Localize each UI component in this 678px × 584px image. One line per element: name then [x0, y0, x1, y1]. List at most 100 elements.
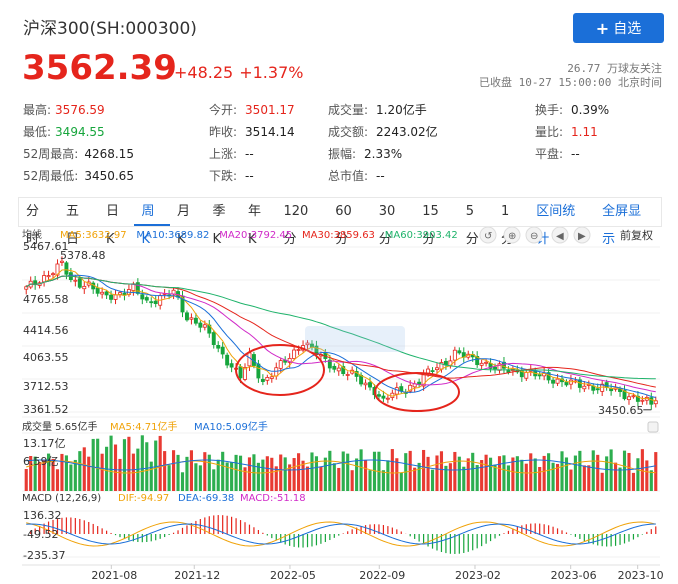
macd-bar	[539, 523, 541, 534]
volume-bar	[605, 456, 609, 491]
volume-bar	[502, 455, 506, 491]
macd-bar	[315, 534, 318, 546]
candle-body	[185, 312, 189, 321]
quote-item: 平盘: --	[535, 145, 580, 162]
volume-bar	[145, 442, 149, 491]
macd-bar	[123, 534, 126, 539]
quote-item: 昨收: 3514.14	[209, 123, 295, 140]
volume-bar	[180, 472, 185, 491]
tab-4[interactable]: 月K	[176, 204, 190, 247]
quote-item: 今开: 3501.17	[209, 101, 295, 118]
candle-body	[140, 294, 145, 300]
macd-bar	[114, 534, 117, 536]
x-tick-label: 2023-10	[618, 569, 664, 582]
volume-bar	[261, 459, 265, 491]
move-left-icon[interactable]	[551, 226, 569, 244]
macd-bar	[88, 521, 90, 534]
price-tick: 4414.56	[23, 324, 69, 337]
quote-item: 总市值: --	[328, 167, 385, 184]
volume-bar	[489, 457, 493, 491]
tab-1[interactable]: 五日	[65, 204, 79, 247]
annotation-circle-1	[235, 344, 325, 396]
macd-bar	[231, 516, 233, 534]
volume-bar	[118, 458, 122, 491]
macd-bar	[373, 524, 376, 534]
move-right-icon-glyph: ▶	[578, 231, 586, 242]
volume-bar	[341, 451, 345, 491]
macd-bar	[623, 534, 626, 544]
add-watchlist-button[interactable]: + 自选	[573, 13, 664, 43]
quote-value: 0.39%	[571, 103, 610, 117]
volume-bar	[654, 452, 658, 491]
candle-body	[305, 342, 310, 346]
quote-label: 最高:	[23, 103, 52, 117]
tab-12[interactable]: 1分	[500, 204, 514, 247]
candle-body	[345, 374, 350, 376]
candle-body	[327, 359, 332, 369]
macd-dif: DIF:-94.97	[118, 493, 169, 504]
tab-6[interactable]: 年K	[247, 204, 261, 247]
quote-item: 最低: 3494.55	[23, 123, 105, 140]
candle-body	[77, 278, 82, 288]
quote-label: 换手:	[535, 103, 564, 117]
x-tick-label: 2023-02	[455, 569, 501, 582]
volume-bar	[283, 457, 287, 491]
macd-bar	[498, 534, 501, 536]
candle-body	[385, 397, 390, 400]
x-tick-label: 2023-06	[551, 569, 597, 582]
zoom-out-icon-glyph: ⊖	[530, 231, 538, 242]
macd-bar	[431, 534, 434, 549]
macd-bar	[561, 530, 563, 534]
candle-body	[216, 345, 221, 349]
zoom-in-icon[interactable]	[503, 226, 521, 244]
move-right-icon[interactable]	[573, 226, 591, 244]
macd-bar	[338, 534, 340, 536]
candle-body	[109, 294, 114, 300]
tab-10[interactable]: 15分	[422, 204, 439, 247]
kline-svg: 均线 MA5:3632.97 MA10:3689.82 MA20:3792.45 MA3…	[22, 226, 664, 582]
quote-label: 平盘:	[535, 147, 564, 161]
macd-bar	[574, 534, 577, 537]
volume-bar	[533, 458, 537, 491]
volume-bar	[42, 460, 46, 491]
range-stats-button[interactable]: 区间统计	[536, 204, 576, 247]
volume-bar	[355, 458, 359, 491]
volume-bar	[555, 463, 560, 491]
undo-icon[interactable]	[479, 226, 497, 244]
volume-bar	[154, 440, 158, 491]
macd-bar	[34, 528, 36, 534]
tab-2[interactable]: 日K	[105, 204, 119, 247]
volume-bar	[453, 451, 457, 491]
volume-bar	[636, 458, 640, 491]
candle-body	[376, 394, 381, 397]
tab-3[interactable]: 周K	[134, 198, 170, 247]
macd-bar	[391, 527, 393, 534]
macd-bar	[306, 534, 309, 548]
quote-item: 振幅: 2.33%	[328, 145, 402, 162]
volume-label: 成交量 5.65亿手	[22, 420, 97, 433]
tab-7[interactable]: 120分	[283, 204, 309, 247]
macd-bar	[458, 534, 460, 554]
quote-label: 量比:	[535, 125, 564, 139]
tab-5[interactable]: 季K	[212, 204, 226, 247]
add-watchlist-label: 自选	[613, 21, 642, 37]
tab-8[interactable]: 60分	[335, 204, 352, 247]
volume-settings-icon[interactable]	[647, 421, 659, 433]
tab-11[interactable]: 5分	[465, 204, 479, 247]
zoom-out-icon[interactable]	[525, 226, 543, 244]
tab-9[interactable]: 30分	[378, 204, 396, 247]
tab-0[interactable]: 分时	[26, 204, 40, 247]
volume-tick: 13.17亿	[23, 437, 66, 450]
candle-body	[430, 370, 435, 372]
volume-bar	[511, 457, 515, 491]
candle-body	[435, 367, 439, 371]
macd-bar	[311, 534, 313, 547]
x-tick-label: 2021-12	[174, 569, 220, 582]
candle-body	[64, 262, 69, 275]
macd-bar	[382, 525, 385, 534]
candle-body	[394, 387, 399, 395]
last-price: 3562.39	[22, 48, 177, 88]
fullscreen-button[interactable]: 全屏显示	[602, 204, 642, 247]
volume-bar	[645, 460, 649, 491]
volume-bar	[225, 462, 229, 491]
